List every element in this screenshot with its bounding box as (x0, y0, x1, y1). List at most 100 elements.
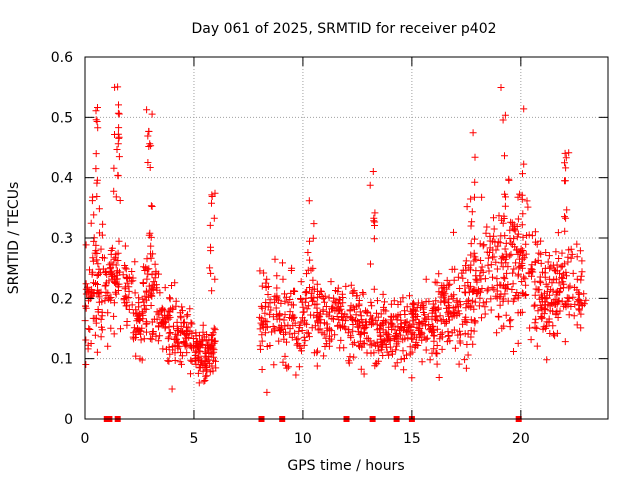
data-point (476, 294, 484, 302)
data-point (482, 298, 490, 306)
data-point (461, 330, 469, 338)
data-point (330, 297, 338, 305)
data-point (93, 118, 101, 125)
data-point (523, 197, 531, 205)
data-point (499, 116, 507, 124)
data-point (273, 284, 281, 292)
data-point (577, 324, 585, 332)
data-point (114, 287, 122, 294)
data-point (497, 84, 505, 91)
data-point (451, 265, 459, 273)
data-point (500, 273, 508, 281)
data-point (129, 309, 137, 317)
data-point (492, 246, 500, 254)
data-point (316, 313, 324, 321)
data-point (456, 337, 464, 345)
data-point (512, 259, 520, 267)
data-point (262, 299, 270, 306)
data-point (137, 336, 145, 344)
data-point (120, 296, 128, 304)
data-point (559, 274, 567, 282)
data-point (198, 337, 206, 345)
data-point (288, 315, 296, 322)
data-point (277, 324, 285, 332)
data-point (532, 315, 540, 323)
data-point (559, 284, 567, 292)
data-point (490, 225, 498, 233)
data-point (450, 326, 458, 334)
data-point (166, 350, 174, 358)
data-point (528, 266, 536, 274)
data-point (116, 197, 124, 204)
data-point (89, 254, 97, 262)
data-point (462, 257, 470, 265)
data-point (531, 291, 539, 299)
data-point (515, 264, 523, 272)
data-point (362, 307, 369, 315)
data-point (121, 292, 129, 300)
data-point (507, 218, 515, 226)
data-point (500, 212, 508, 220)
data-point (500, 322, 508, 330)
data-point (501, 283, 509, 291)
data-point (148, 271, 156, 279)
data-point (561, 159, 568, 167)
data-point (128, 268, 136, 275)
data-point (506, 323, 514, 331)
data-point (305, 197, 313, 205)
data-point (334, 288, 342, 296)
data-point (432, 297, 440, 305)
data-point (99, 265, 107, 273)
data-point (516, 249, 524, 257)
data-point (115, 124, 123, 132)
data-point (93, 290, 101, 298)
data-point (542, 322, 550, 330)
data-point (533, 324, 541, 332)
data-point (146, 335, 154, 343)
data-point (387, 300, 395, 308)
data-point (355, 328, 363, 336)
data-point (350, 339, 358, 347)
data-point (493, 275, 501, 283)
data-point (558, 249, 566, 257)
data-point (467, 303, 475, 311)
data-point (264, 283, 272, 290)
data-point (467, 327, 475, 335)
data-point (112, 261, 120, 269)
data-point (141, 267, 149, 274)
data-point (200, 377, 208, 385)
data-point (472, 275, 480, 283)
data-point (133, 310, 141, 318)
data-point (549, 322, 557, 330)
data-point (288, 333, 296, 341)
data-point (556, 269, 563, 277)
data-point (260, 269, 268, 277)
data-point (101, 297, 109, 305)
data-point (191, 356, 199, 364)
data-point (440, 284, 448, 291)
data-point (166, 313, 174, 321)
data-point (462, 289, 469, 297)
data-point (258, 282, 266, 290)
data-point (462, 313, 470, 321)
data-point (327, 278, 335, 286)
data-point (112, 250, 120, 258)
data-point (363, 334, 371, 342)
data-point (82, 336, 90, 344)
data-point (410, 299, 417, 307)
data-point (510, 295, 518, 303)
data-point (148, 203, 156, 210)
data-point (339, 322, 347, 330)
data-point (408, 374, 416, 382)
data-point (114, 257, 122, 264)
data-point (416, 331, 424, 339)
data-point (564, 297, 572, 305)
data-point (514, 193, 522, 201)
data-point (212, 364, 220, 372)
data-point (566, 282, 574, 290)
data-point (510, 348, 517, 355)
data-point (515, 270, 522, 278)
data-point (123, 321, 131, 329)
